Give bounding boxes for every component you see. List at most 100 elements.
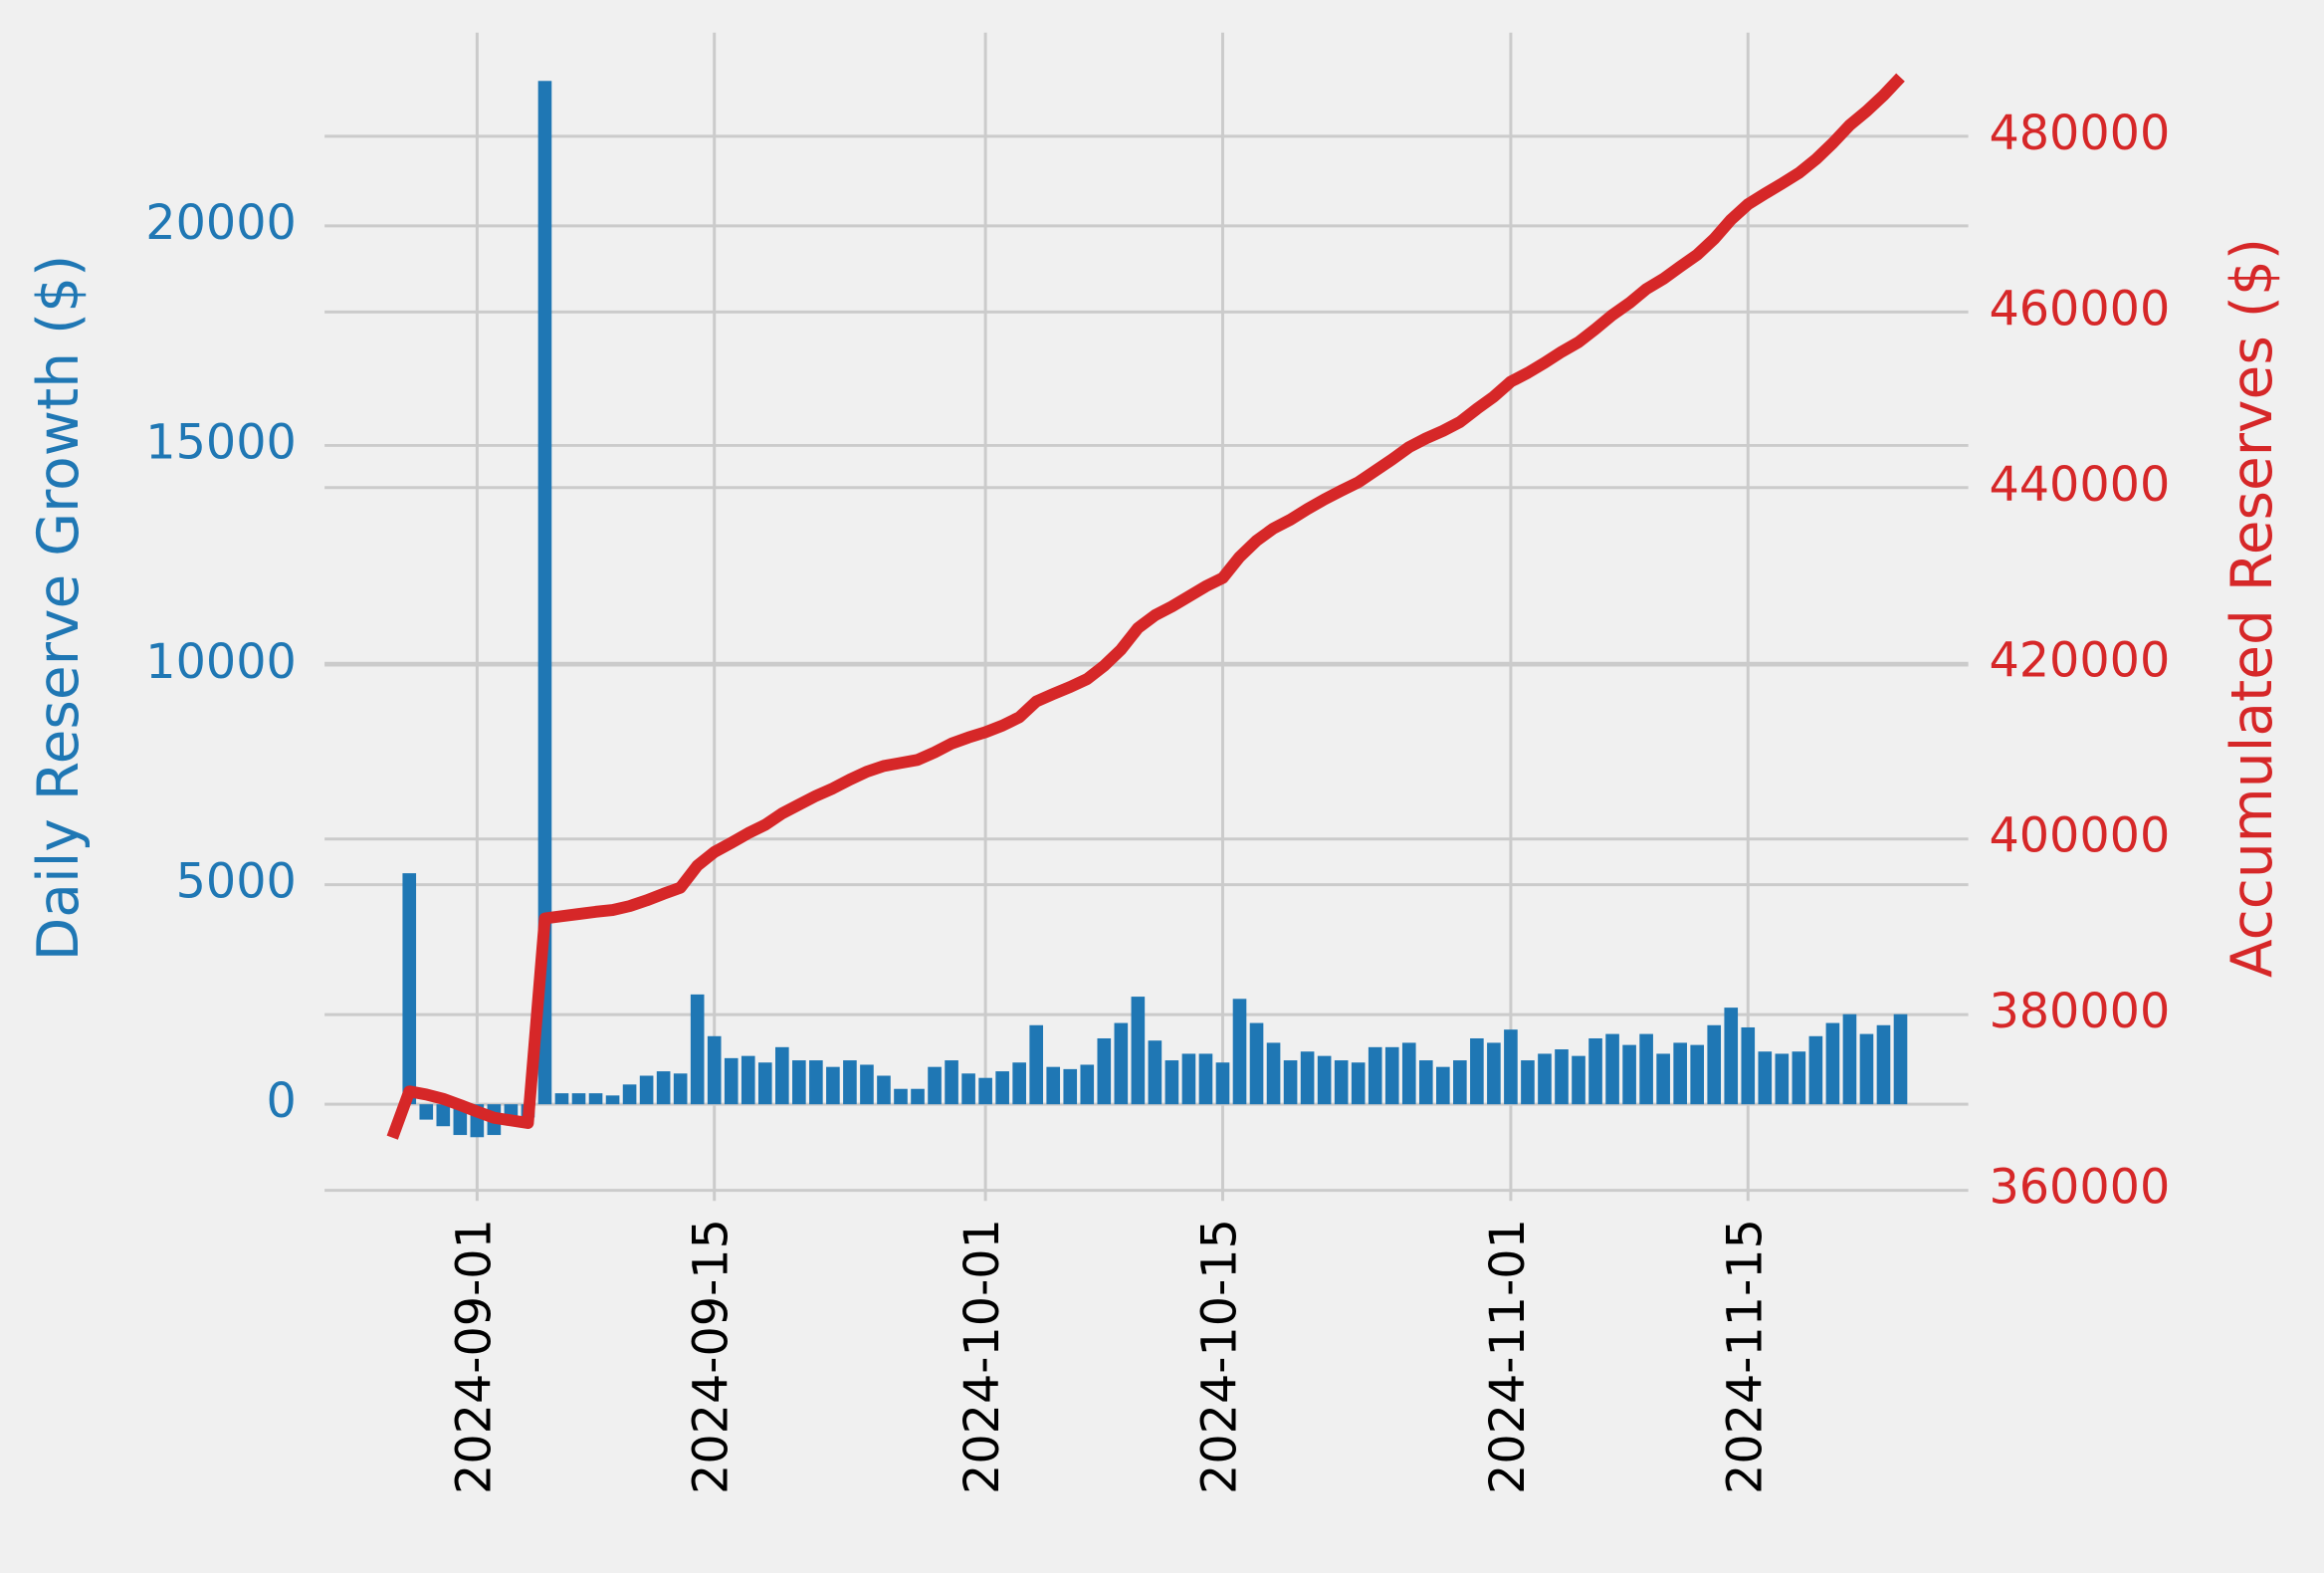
bar (605, 1095, 620, 1105)
bar (928, 1066, 942, 1105)
bar (1384, 1046, 1399, 1105)
bar (1622, 1044, 1636, 1105)
bar (961, 1073, 975, 1105)
bar (1300, 1051, 1315, 1105)
bar (402, 873, 417, 1105)
bar (1673, 1042, 1687, 1105)
bar (1792, 1051, 1806, 1105)
bar (1656, 1053, 1670, 1105)
bar (1876, 1024, 1891, 1105)
bar (1232, 999, 1247, 1105)
bar (1808, 1035, 1823, 1105)
y-tick-label: 20000 (145, 196, 297, 251)
line (386, 73, 1905, 1140)
y2-tick-label: 360000 (1989, 1161, 2170, 1216)
bar (1707, 1024, 1722, 1105)
bar (1249, 1022, 1264, 1105)
bar (945, 1060, 958, 1105)
bar (1029, 1024, 1044, 1105)
bar (1114, 1022, 1129, 1105)
bar (1859, 1033, 1874, 1105)
grid (324, 32, 1969, 1202)
bar (1063, 1068, 1078, 1105)
y-tick-label: 5000 (176, 855, 297, 910)
bar (792, 1060, 806, 1105)
y-tick-label: 10000 (145, 635, 297, 690)
y-tick-label: 0 (267, 1074, 297, 1129)
bar (1198, 1053, 1213, 1105)
bar (1758, 1051, 1773, 1105)
bar (1046, 1066, 1061, 1105)
bar (894, 1088, 908, 1105)
bar (826, 1066, 840, 1105)
bar (724, 1057, 739, 1105)
bar (690, 994, 705, 1105)
y2-tick-label: 420000 (1989, 633, 2170, 688)
bar (1351, 1062, 1366, 1105)
bar (1741, 1026, 1756, 1105)
bar (1724, 1008, 1739, 1105)
bar (1470, 1037, 1484, 1105)
bar (911, 1088, 925, 1105)
labels: 2024-09-01 2024-09-15 2024-10-01 2024-10-15… (145, 107, 2170, 1494)
bar (1521, 1060, 1535, 1105)
bar (1283, 1060, 1298, 1105)
bar (1418, 1060, 1433, 1105)
bar (1164, 1060, 1179, 1105)
bar (1555, 1049, 1569, 1105)
x-tick-label: 2024-10-01 (955, 1219, 1010, 1494)
bar (877, 1075, 891, 1105)
bar (1181, 1053, 1196, 1105)
bar (1266, 1042, 1281, 1105)
bar (1639, 1033, 1653, 1105)
y2-tick-label: 440000 (1989, 458, 2170, 513)
bar (1775, 1053, 1790, 1105)
bar (1825, 1022, 1840, 1105)
bar (809, 1060, 823, 1105)
bar (1012, 1062, 1026, 1105)
y2-axis-title: Accumulated Reserves ($) (2219, 238, 2285, 978)
bar (707, 1035, 722, 1105)
bar (1080, 1064, 1095, 1105)
bar (436, 1104, 451, 1127)
bar (757, 1062, 772, 1105)
bar (656, 1071, 671, 1105)
bar (1436, 1066, 1450, 1105)
bar (1317, 1055, 1332, 1105)
bar (978, 1077, 992, 1105)
bar (673, 1073, 688, 1105)
bar (860, 1064, 874, 1105)
bar (1538, 1053, 1552, 1105)
bar (1605, 1033, 1619, 1105)
y2-tick-label: 460000 (1989, 282, 2170, 337)
y-tick-label: 15000 (145, 415, 297, 470)
bar (1487, 1042, 1501, 1105)
bar (1690, 1044, 1705, 1105)
bar (995, 1071, 1009, 1105)
bar (1893, 1013, 1908, 1105)
bar (419, 1104, 434, 1120)
bar (1572, 1055, 1585, 1105)
bar (554, 1093, 569, 1105)
y-axis-title: Daily Reserve Growth ($) (26, 255, 92, 961)
bar (1368, 1046, 1382, 1105)
bar (1334, 1060, 1349, 1105)
x-tick-label: 2024-11-01 (1481, 1219, 1536, 1494)
y2-tick-label: 380000 (1989, 985, 2170, 1039)
bar (588, 1093, 603, 1105)
bar (1131, 997, 1146, 1105)
marks (386, 73, 1908, 1140)
x-tick-label: 2024-09-01 (447, 1219, 502, 1494)
bar (1215, 1062, 1230, 1105)
bar (1588, 1037, 1602, 1105)
x-tick-label: 2024-10-15 (1192, 1219, 1247, 1494)
bar (537, 81, 552, 1105)
bar (1097, 1037, 1112, 1105)
bar (571, 1093, 586, 1105)
bar (1504, 1029, 1518, 1105)
x-tick-label: 2024-09-15 (685, 1219, 739, 1494)
y2-tick-label: 400000 (1989, 809, 2170, 864)
